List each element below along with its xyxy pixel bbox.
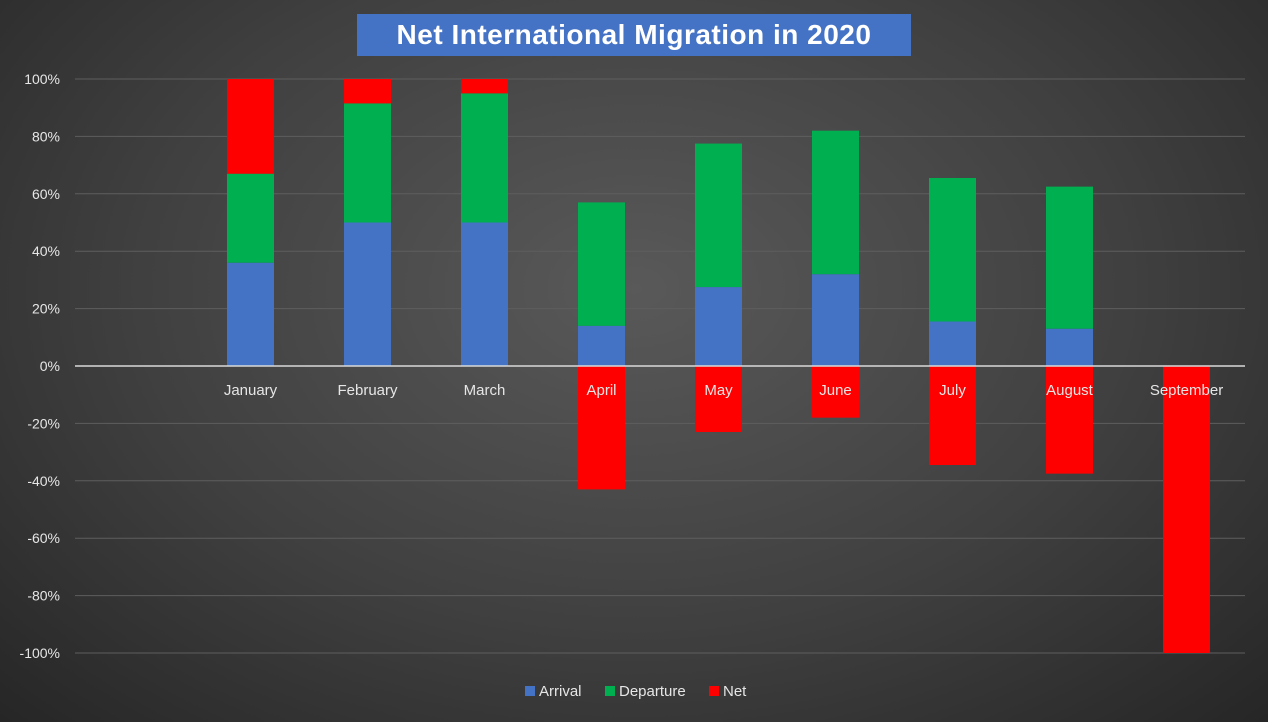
bar-arrival — [227, 262, 274, 366]
y-tick-label: -20% — [27, 415, 60, 431]
y-tick-label: 20% — [32, 301, 60, 317]
x-tick-label: June — [819, 382, 852, 399]
x-tick-label: September — [1150, 382, 1223, 399]
bar-arrival — [929, 321, 976, 366]
legend-swatch-arrival — [525, 686, 535, 696]
bar-arrival — [695, 287, 742, 366]
bar-arrival — [578, 325, 625, 366]
bar-arrival — [461, 222, 508, 366]
bar-departure — [812, 130, 859, 275]
legend-swatch-net — [709, 686, 719, 696]
y-tick-label: 60% — [32, 186, 60, 202]
legend-swatch-departure — [605, 686, 615, 696]
bar-arrival — [344, 222, 391, 366]
y-tick-label: 100% — [24, 71, 60, 87]
y-tick-label: 40% — [32, 243, 60, 259]
legend-label: Net — [723, 683, 747, 700]
bar-net — [227, 79, 274, 174]
bar-departure — [1046, 186, 1093, 329]
x-tick-label: March — [464, 382, 506, 399]
x-tick-label: May — [704, 382, 733, 399]
bar-departure — [929, 178, 976, 322]
bar-departure — [578, 202, 625, 326]
x-tick-label: August — [1046, 382, 1094, 399]
y-tick-label: -80% — [27, 588, 60, 604]
x-tick-label: July — [939, 382, 966, 399]
bar-net — [695, 366, 742, 433]
bar-arrival — [812, 274, 859, 366]
bar-net — [461, 79, 508, 94]
bar-departure — [227, 173, 274, 263]
y-tick-label: 80% — [32, 128, 60, 144]
y-tick-label: -100% — [20, 645, 60, 661]
legend-label: Arrival — [539, 683, 582, 700]
x-tick-label: April — [586, 382, 616, 399]
bar-arrival — [1046, 328, 1093, 366]
bar-net — [578, 366, 625, 490]
x-tick-label: January — [224, 382, 278, 399]
bar-net — [929, 366, 976, 466]
chart-title: Net International Migration in 2020 — [357, 14, 911, 56]
bar-net — [812, 366, 859, 418]
y-tick-label: -40% — [27, 473, 60, 489]
bar-net — [344, 79, 391, 104]
bar-net — [1046, 366, 1093, 474]
y-tick-label: 0% — [40, 358, 60, 374]
legend-label: Departure — [619, 683, 686, 700]
bar-net — [1163, 366, 1210, 653]
bar-departure — [695, 143, 742, 288]
x-tick-label: February — [337, 382, 398, 399]
bar-departure — [344, 103, 391, 223]
y-tick-label: -60% — [27, 530, 60, 546]
bar-departure — [461, 93, 508, 223]
